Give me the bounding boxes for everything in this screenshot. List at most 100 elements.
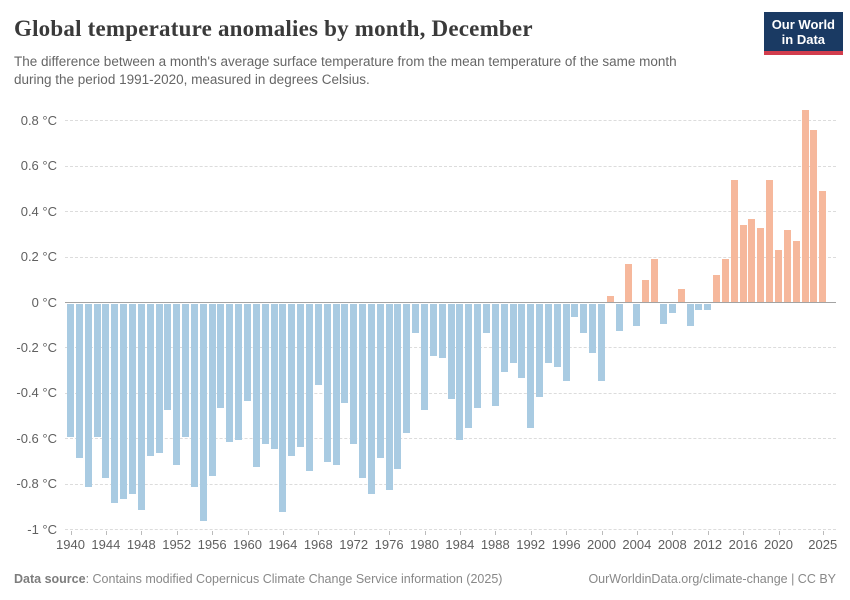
bar-1941[interactable] bbox=[75, 303, 83, 458]
bar-1981[interactable] bbox=[429, 303, 437, 356]
bar-1992[interactable] bbox=[527, 303, 535, 429]
owid-url-license[interactable]: OurWorldinData.org/climate-change | CC B… bbox=[588, 572, 836, 586]
bar-2022[interactable] bbox=[792, 241, 800, 303]
x-tick bbox=[459, 530, 461, 535]
bar-2009[interactable] bbox=[677, 288, 685, 303]
bar-1944[interactable] bbox=[102, 303, 110, 479]
bar-2015[interactable] bbox=[730, 179, 738, 303]
bar-1943[interactable] bbox=[93, 303, 101, 438]
bar-2023[interactable] bbox=[801, 109, 809, 303]
bar-1995[interactable] bbox=[553, 303, 561, 368]
y-axis-label: 0.8 °C bbox=[20, 112, 57, 128]
bar-1967[interactable] bbox=[305, 303, 313, 472]
bar-1956[interactable] bbox=[208, 303, 216, 477]
y-axis-label: -1 °C bbox=[27, 521, 57, 537]
data-source-note: Data source: Contains modified Copernicu… bbox=[14, 572, 502, 586]
bar-2004[interactable] bbox=[633, 303, 641, 327]
bar-1991[interactable] bbox=[518, 303, 526, 379]
gridline bbox=[65, 211, 836, 213]
bar-1973[interactable] bbox=[359, 303, 367, 479]
bar-1940[interactable] bbox=[67, 303, 74, 438]
bar-1999[interactable] bbox=[589, 303, 597, 354]
bar-1988[interactable] bbox=[491, 303, 499, 406]
bar-1945[interactable] bbox=[111, 303, 119, 504]
bar-2005[interactable] bbox=[642, 279, 650, 303]
bar-2010[interactable] bbox=[686, 303, 694, 327]
bar-1986[interactable] bbox=[474, 303, 482, 408]
bar-1998[interactable] bbox=[580, 303, 588, 333]
bar-1976[interactable] bbox=[385, 303, 393, 490]
bar-1987[interactable] bbox=[482, 303, 490, 333]
bar-1964[interactable] bbox=[279, 303, 287, 513]
bar-1948[interactable] bbox=[137, 303, 145, 511]
bar-1953[interactable] bbox=[182, 303, 190, 438]
owid-logo[interactable]: Our World in Data bbox=[763, 12, 843, 55]
bar-1965[interactable] bbox=[288, 303, 296, 456]
x-axis-label: 1972 bbox=[339, 536, 369, 552]
x-axis-label: 2004 bbox=[622, 536, 652, 552]
bar-1974[interactable] bbox=[367, 303, 375, 495]
bar-1984[interactable] bbox=[456, 303, 464, 440]
bar-1960[interactable] bbox=[244, 303, 251, 402]
bar-2001[interactable] bbox=[606, 295, 614, 303]
bar-1977[interactable] bbox=[394, 303, 402, 470]
bar-1970[interactable] bbox=[332, 303, 340, 465]
gridline bbox=[65, 529, 836, 530]
bar-1994[interactable] bbox=[544, 303, 552, 363]
bar-1962[interactable] bbox=[261, 303, 269, 445]
bar-1954[interactable] bbox=[190, 303, 198, 488]
bar-2025[interactable] bbox=[819, 191, 827, 303]
bar-2017[interactable] bbox=[748, 218, 756, 303]
bar-2008[interactable] bbox=[668, 303, 676, 313]
bar-1942[interactable] bbox=[84, 303, 92, 488]
bar-1959[interactable] bbox=[235, 303, 243, 440]
bar-2019[interactable] bbox=[766, 179, 774, 303]
bar-2014[interactable] bbox=[721, 259, 729, 303]
bar-2012[interactable] bbox=[704, 303, 712, 311]
bar-1996[interactable] bbox=[562, 303, 570, 381]
bar-1947[interactable] bbox=[128, 303, 136, 495]
bar-1975[interactable] bbox=[376, 303, 384, 458]
bar-2000[interactable] bbox=[598, 303, 605, 381]
bar-2016[interactable] bbox=[739, 225, 747, 303]
bar-1949[interactable] bbox=[146, 303, 154, 456]
bar-2020[interactable] bbox=[775, 250, 782, 303]
x-tick bbox=[389, 530, 391, 535]
bar-1982[interactable] bbox=[438, 303, 446, 358]
bar-2021[interactable] bbox=[783, 229, 791, 303]
bar-2011[interactable] bbox=[695, 303, 703, 311]
x-tick bbox=[707, 530, 709, 535]
bar-1989[interactable] bbox=[500, 303, 508, 372]
owid-logo-line2: in Data bbox=[781, 32, 826, 47]
bar-1971[interactable] bbox=[341, 303, 349, 404]
bar-2013[interactable] bbox=[713, 275, 721, 303]
bar-1952[interactable] bbox=[173, 303, 181, 465]
bar-1966[interactable] bbox=[297, 303, 305, 447]
bar-1997[interactable] bbox=[571, 303, 579, 318]
bar-2002[interactable] bbox=[615, 303, 623, 331]
bar-1958[interactable] bbox=[226, 303, 234, 442]
bar-1957[interactable] bbox=[217, 303, 225, 408]
bar-1963[interactable] bbox=[270, 303, 278, 449]
bar-1946[interactable] bbox=[120, 303, 128, 499]
bar-1983[interactable] bbox=[447, 303, 455, 399]
bar-1951[interactable] bbox=[164, 303, 172, 411]
bar-1990[interactable] bbox=[509, 303, 517, 363]
bar-1979[interactable] bbox=[412, 303, 420, 333]
bar-2003[interactable] bbox=[624, 263, 632, 303]
bar-1993[interactable] bbox=[536, 303, 544, 397]
bar-2018[interactable] bbox=[757, 227, 765, 303]
bar-1985[interactable] bbox=[465, 303, 473, 429]
bar-2006[interactable] bbox=[651, 259, 659, 303]
bar-2007[interactable] bbox=[659, 303, 667, 324]
bar-2024[interactable] bbox=[810, 129, 818, 303]
bar-1978[interactable] bbox=[403, 303, 411, 433]
x-tick bbox=[743, 530, 745, 535]
bar-1972[interactable] bbox=[350, 303, 358, 445]
bar-1980[interactable] bbox=[421, 303, 428, 411]
bar-1969[interactable] bbox=[323, 303, 331, 463]
bar-1968[interactable] bbox=[314, 303, 322, 386]
bar-1955[interactable] bbox=[199, 303, 207, 522]
bar-1950[interactable] bbox=[155, 303, 163, 454]
bar-1961[interactable] bbox=[252, 303, 260, 467]
